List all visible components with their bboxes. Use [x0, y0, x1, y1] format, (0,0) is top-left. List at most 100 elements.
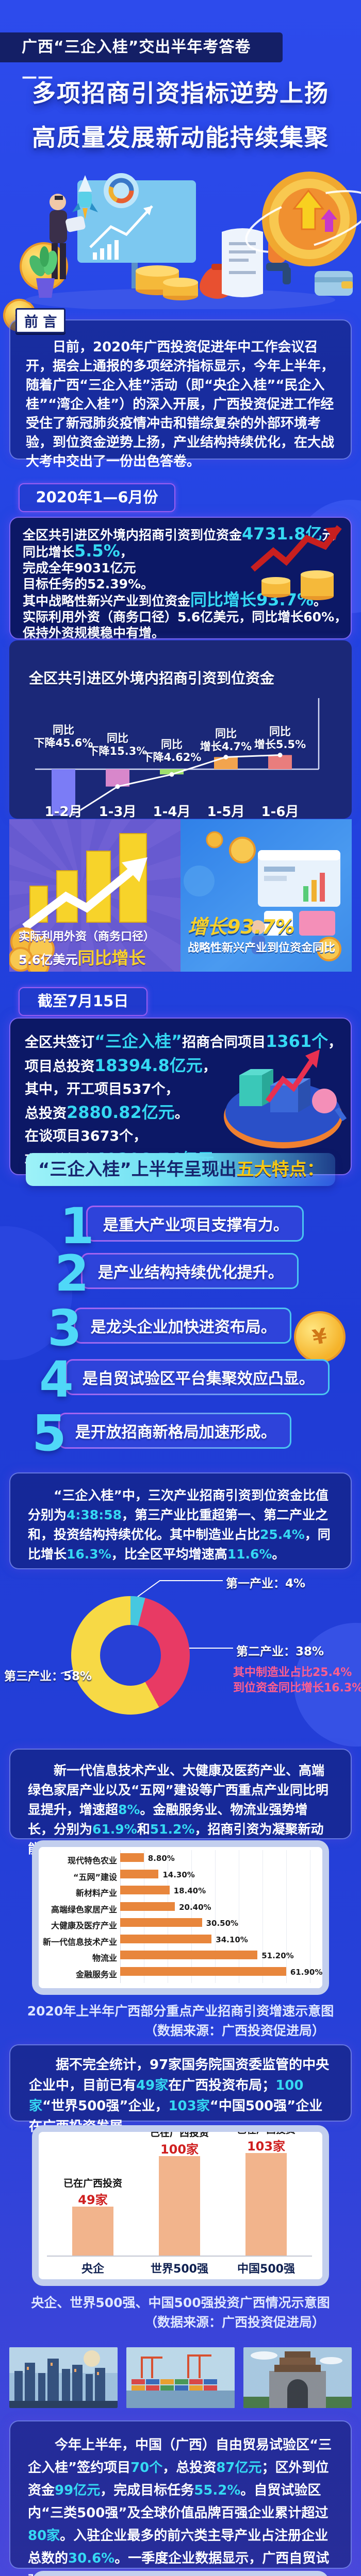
text-segment: 5.5% [74, 541, 120, 561]
bar-value: 8.80% [147, 1854, 175, 1863]
text-segment: 和 [137, 1822, 150, 1837]
text-segment: 项目总投资 [25, 1059, 94, 1075]
donut-annotation-line2: 到位资金同比增长16.3% [233, 1682, 361, 1694]
presenter-person [50, 194, 86, 279]
text-segment: 新一代信息技术产业、大健康及医药产业、高端绿色家居产业以及“五网”建设等广西重点… [28, 1763, 329, 1817]
text-segment: 16.3% [67, 1547, 111, 1562]
donut-annotation-line1: 其中制造业占比25.4% [233, 1666, 352, 1679]
bar-value: 34.10% [216, 1935, 248, 1944]
bar-label: 新一代信息技术产业 [42, 1937, 117, 1947]
bar-label: 现代特色农业 [67, 1856, 117, 1866]
feature-text: 是龙头企业加快进资布局。 [74, 1308, 291, 1344]
text-segment: 在谈项目3673个， [25, 1128, 147, 1144]
category-label: 1-2月 [44, 804, 83, 820]
category-label: 1-5月 [207, 804, 245, 820]
fdi-caption-1: 实际利用外资（商务口径） [19, 930, 155, 943]
text-line: 全区共签订“三企入桂”招商合同项目1361个， [25, 1030, 342, 1054]
stats-box-1: 全区共引进区外境内招商引资到位资金4731.8亿元 同比增长5.5%， 完成全年90… [9, 517, 352, 641]
text-segment: 103家 [168, 2098, 210, 2114]
bar-value: 14.30% [162, 1870, 195, 1879]
text-segment: 在广西投资布局； [168, 2078, 276, 2093]
point-label: 同比 增长4.7% [200, 727, 252, 753]
bar [120, 1967, 286, 1976]
baseline [47, 2256, 312, 2257]
period-badge-1-text: 2020年1—6月份 [36, 488, 158, 506]
text-segment: ，第三产业比重超第一、第二产业之和，投资结构持续优化。其中制造业占比 [28, 1507, 329, 1542]
text-segment: 。 [272, 1547, 285, 1562]
gold-bars-arrow-icon [9, 833, 147, 972]
text-line: 在谈项目3673个， [25, 1125, 336, 1148]
title-line-2: 高质量发展新动能持续集聚 [32, 124, 329, 151]
category-label: 1-3月 [99, 804, 137, 820]
banner-highlight: 五大特点： [236, 1159, 324, 1180]
scroll-document [222, 228, 263, 297]
text-line: 项目总投资18394.8亿元， [25, 1054, 336, 1078]
bar-label: 金融服务业 [75, 1969, 117, 1979]
stats-box-2: 全区共签订“三企入桂”招商合同项目1361个， 项目总投资18394.8亿元， 其中… [9, 1018, 352, 1175]
hero-illustration [26, 172, 361, 309]
growth-hbar-card: 现代特色农业 8.80% “五网”建设 14.30% 新材料产业 18.40% 高端绿色家居… [32, 1840, 329, 1995]
text-segment: 。自贸试验区内“三类500强”及全球价值品牌百强企业累计超过 [28, 2483, 329, 2521]
text-segment: 100家 [29, 2078, 304, 2114]
text-segment: 51.2% [150, 1822, 195, 1837]
coin-stack [136, 265, 198, 300]
gate-tower-photo [243, 2347, 352, 2408]
bar-label: 物流业 [92, 1953, 117, 1963]
text-segment: 2880.82亿元 [67, 1103, 175, 1122]
text-segment: 招商合同项目 [182, 1035, 266, 1050]
category-label: 世界500强 [151, 2263, 208, 2276]
feature-number: 1 [60, 1197, 94, 1255]
bar [159, 2156, 200, 2256]
text-line: 全区共引进区外境内招商引资到位资金4731.8亿元 [23, 526, 338, 543]
feature-number: 4 [39, 1351, 74, 1409]
stats-1-lines: 全区共引进区外境内招商引资到位资金4731.8亿元 同比增长5.5%， 完成全年90… [23, 526, 347, 641]
emerging-growth-label: 战略性新兴产业到位资金同比 [188, 942, 336, 955]
text-segment: 目标任务的52.39%。 [23, 577, 154, 591]
foreword-box: 日前，2020年广西投资促进年中工作会议召开，据会上通报的多项经济指标显示，今年… [9, 319, 352, 469]
growth-arrow-coins-icon [251, 525, 342, 600]
bar-label: 高端绿色家居产业 [51, 1904, 117, 1914]
feature-item-5: 5 是开放招商新格局加速形成。 [32, 1409, 291, 1458]
kicker-bar: 广西“三企入桂”交出半年考答卷—— [0, 32, 283, 86]
text-segment: 。 [174, 1106, 189, 1122]
fdi-tile: 实际利用外资（商务口径） 5.6亿美元同比增长60% [9, 819, 180, 972]
bar [120, 1951, 258, 1959]
text-segment: ；区外到位资金 [28, 2460, 329, 2498]
ftz-vbar-card: 904家占11.6%数字经济547家占7%跨境贸易524家占6.7%国际贸易17… [32, 2571, 329, 2576]
text-segment: “三企入桂” [94, 1031, 183, 1051]
period-badge-2: 截至7月15日 [19, 987, 147, 1016]
coin-icon: ¥ [290, 1307, 350, 1367]
features-banner: “三企入桂”上半年呈现出五大特点： [26, 1153, 335, 1186]
donut-hole [100, 1625, 161, 1686]
funds-trend-chart-panel: 全区共引进区外境内招商引资到位资金 同比 下降45.6% 同比 下降15.3% 同比 下降… [9, 640, 352, 820]
mini-bars [93, 240, 119, 260]
fdi-amount: 5.6亿美元 [19, 953, 78, 967]
text-segment: 。入驻企业最多的前六类主导产业占注册企业总数的 [28, 2528, 329, 2566]
text-segment: 49家 [136, 2078, 169, 2093]
emerging-tile: 增长93.7% 战略性新兴产业到位资金同比 [180, 819, 352, 972]
text-segment: 其中，开工项目537个， [25, 1081, 179, 1097]
vbar1-source: （数据来源：广西投资促进局） [144, 2315, 325, 2330]
feature-text: 是产业结构持续优化提升。 [81, 1253, 299, 1289]
dashboard-illustration [184, 831, 341, 961]
text-segment: ，完成目标任务 [100, 2483, 194, 2498]
text-line: 其中战略性新兴产业到位资金同比增长93.7%。 [23, 591, 338, 609]
text-segment: 25.4% [260, 1527, 305, 1542]
period-badge-2-text: 截至7月15日 [37, 992, 129, 1010]
foreword-text: 日前，2020年广西投资促进年中工作会议召开，据会上通报的多项经济指标显示，今年… [26, 340, 335, 469]
bar [72, 2207, 113, 2256]
key-industries-text: 新一代信息技术产业、大健康及医药产业、高端绿色家居产业以及“五网”建设等广西重点… [28, 1761, 333, 1859]
donut-leader-lines [60, 1580, 233, 1674]
text-segment: 全区共签订 [25, 1035, 94, 1050]
key-industries-paragraph: 新一代信息技术产业、大健康及医药产业、高端绿色家居产业以及“五网”建设等广西重点… [9, 1749, 352, 1856]
feature-number: 3 [47, 1299, 82, 1357]
plant-icon [29, 246, 58, 298]
hbar-caption: 2020年上半年广西部分重点产业招商引资增速示意图 [27, 2004, 334, 2019]
text-segment: 11.6% [227, 1547, 272, 1562]
text-segment: 30.6% [68, 2551, 115, 2566]
industry-ratio-paragraph: “三企入桂”中，三次产业招商引资到位资金比值分别为4:38:58，第三产业比重超… [9, 1472, 352, 1569]
industry-donut-chart: 第一产业：4% 第二产业：38% 第三产业：58% 其中制造业占比25.4% 到… [0, 1570, 361, 1747]
rocket-icon [72, 175, 98, 219]
